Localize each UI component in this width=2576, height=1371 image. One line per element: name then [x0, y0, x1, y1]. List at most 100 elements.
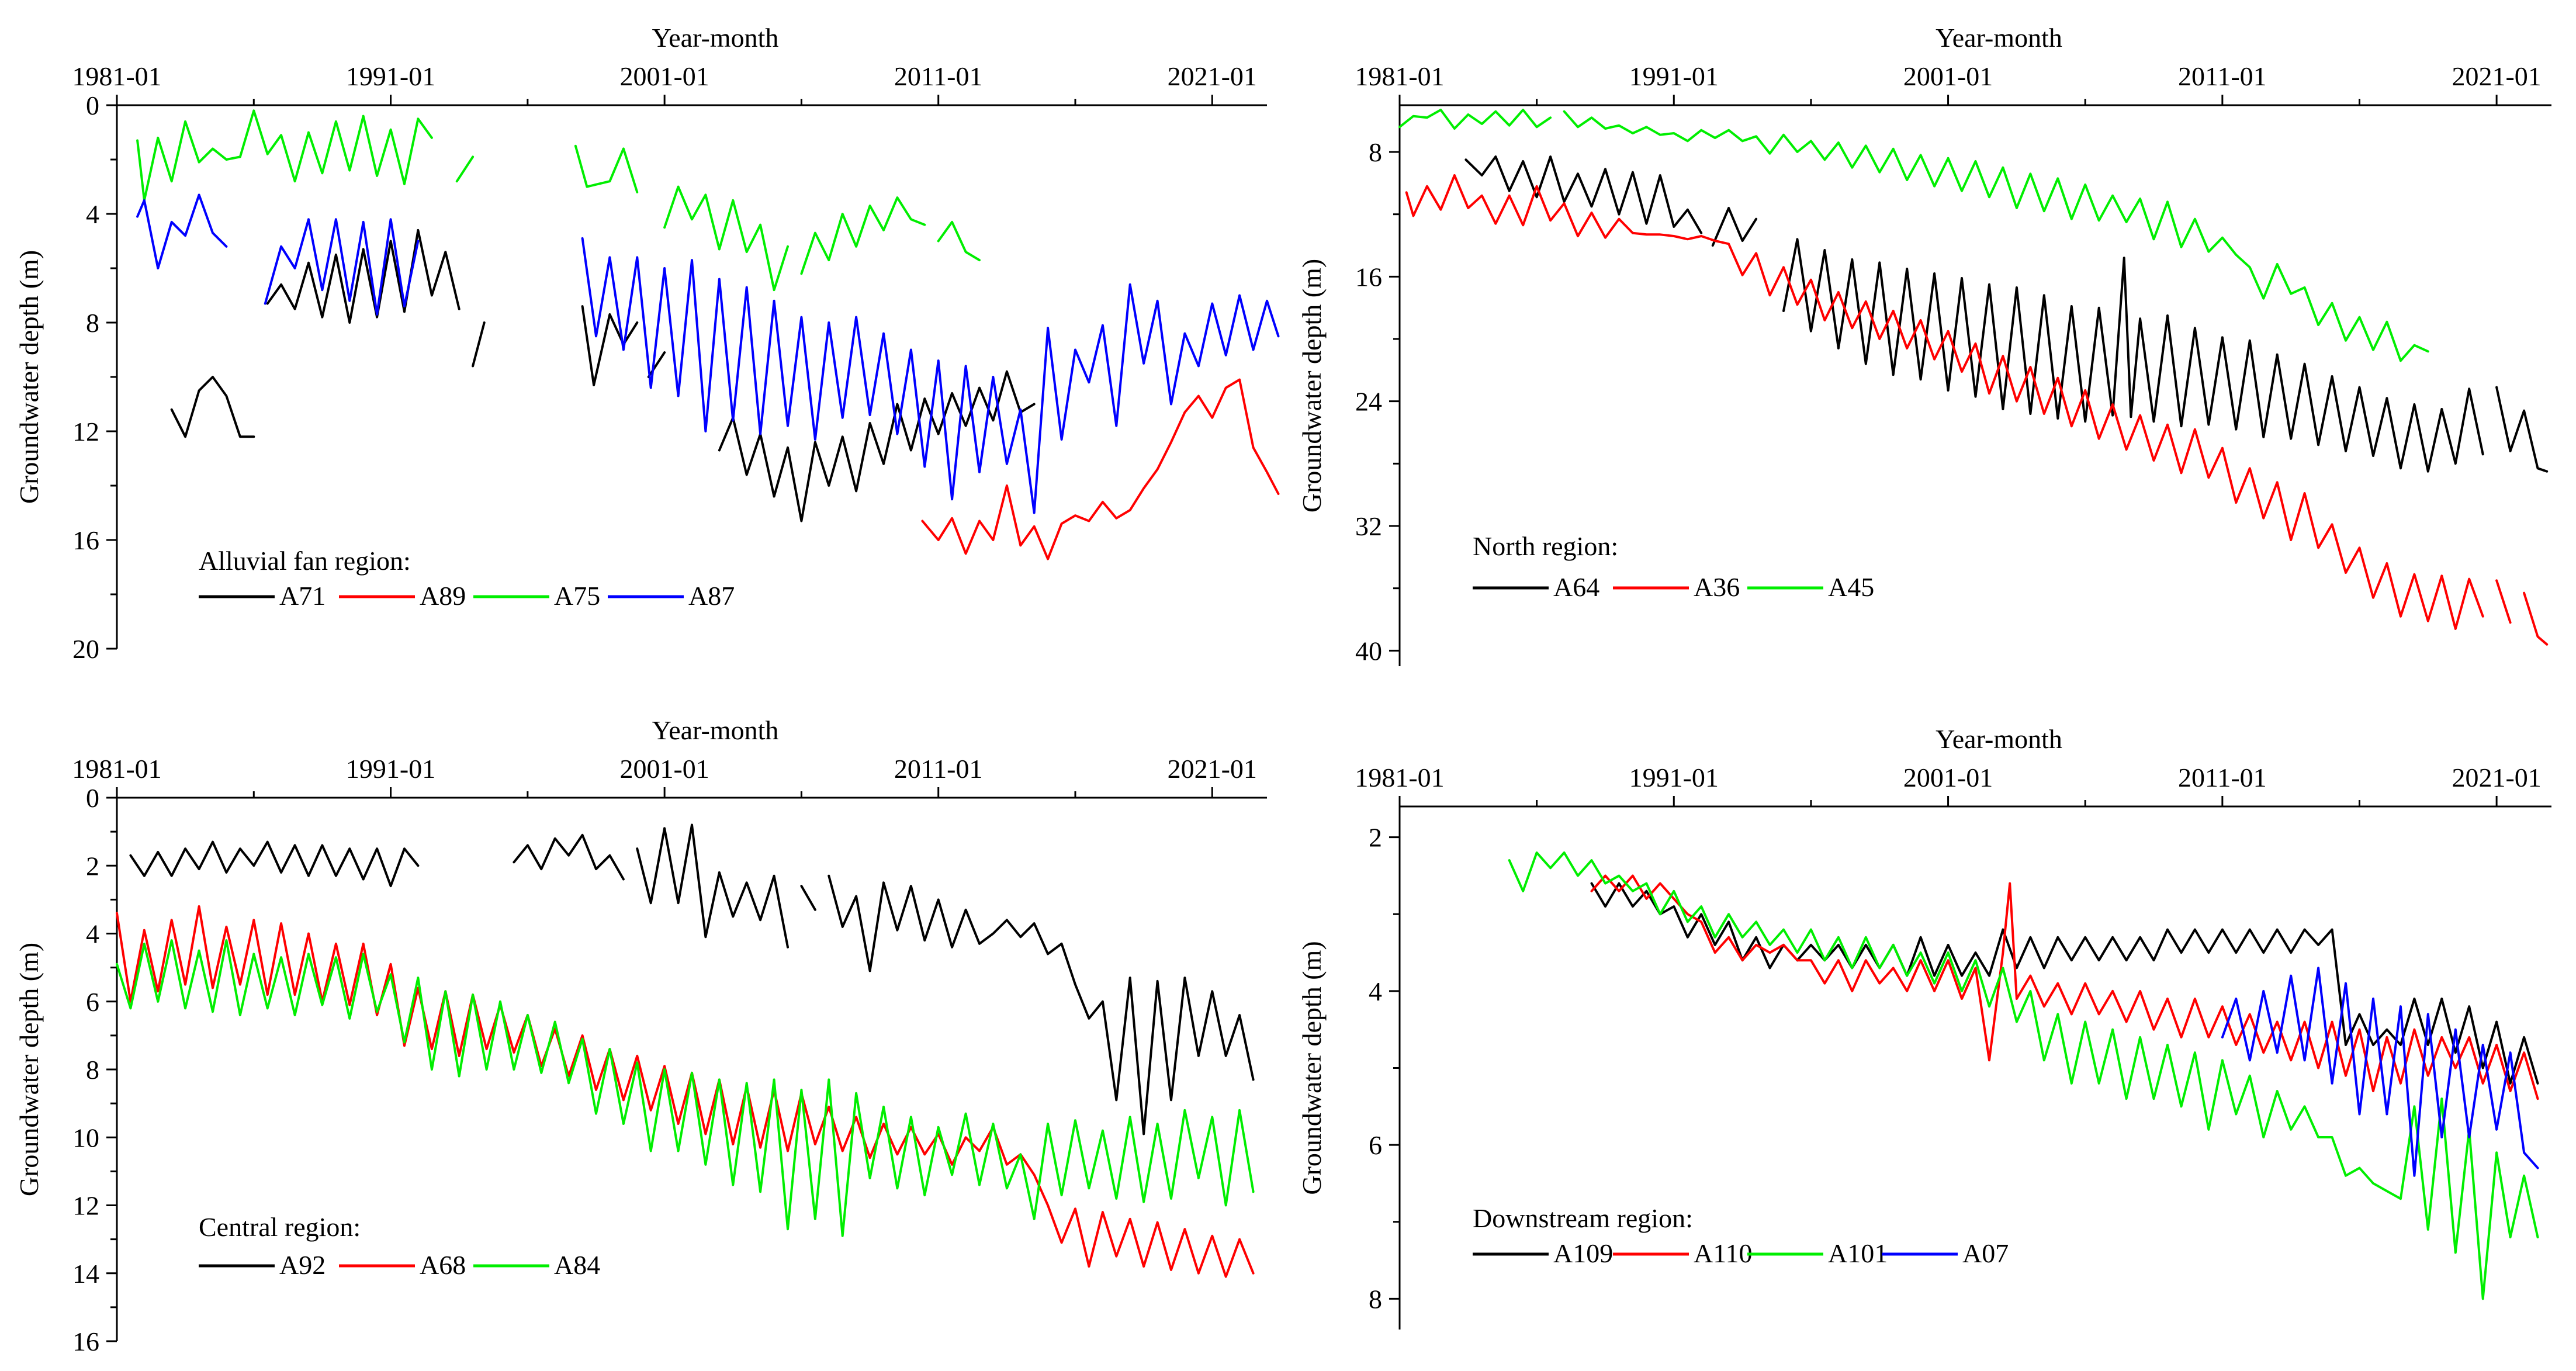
y-tick-label: 8 [1369, 137, 1382, 167]
y-tick-label: 4 [1369, 977, 1382, 1006]
series-line-a101 [1508, 851, 2539, 1300]
legend-label-a101: A101 [1828, 1238, 1888, 1268]
y-tick-label: 2 [1369, 823, 1382, 853]
x-tick-label: 2021-01 [1168, 754, 1257, 784]
series-line-a84 [116, 939, 1255, 1237]
series-line-a71 [266, 228, 461, 324]
series-line-a89 [921, 378, 1280, 560]
series-line-a36 [1405, 174, 2484, 630]
x-axis-title: Year-month [1936, 23, 2062, 53]
y-axis-title: Groundwater depth (m) [1297, 941, 1327, 1195]
x-tick-label: 2011-01 [2178, 763, 2267, 792]
series-line-a71 [170, 376, 255, 438]
series-line-a36 [2523, 591, 2549, 646]
y-axis-title: Groundwater depth (m) [1297, 259, 1327, 513]
x-tick-label: 2001-01 [1903, 763, 1993, 792]
series-line-a71 [718, 370, 1036, 522]
legend-label-a84: A84 [554, 1250, 600, 1280]
x-tick-label: 2011-01 [894, 61, 983, 91]
series-line-a45 [1398, 109, 1552, 130]
series-line-a45 [1563, 110, 2429, 362]
y-tick-label: 16 [1355, 262, 1382, 292]
x-tick-label: 1981-01 [72, 754, 161, 784]
y-tick-label: 6 [86, 987, 99, 1017]
legend-title: North region: [1473, 531, 1618, 561]
y-tick-label: 40 [1355, 636, 1382, 666]
y-tick-label: 6 [1369, 1130, 1382, 1160]
y-tick-label: 8 [1369, 1284, 1382, 1314]
series-a109 [1590, 882, 2539, 1085]
x-axis-title: Year-month [652, 715, 779, 745]
series-a101 [1508, 851, 2539, 1300]
series-line-a87 [581, 237, 1280, 514]
series-a71 [170, 228, 1036, 522]
series-line-a92 [636, 823, 789, 948]
series-line-a64 [1464, 155, 1703, 234]
series-line-a64 [2495, 386, 2549, 473]
y-tick-label: 12 [72, 417, 99, 446]
series-a87 [136, 193, 1280, 514]
x-tick-label: 1981-01 [1355, 61, 1444, 91]
x-tick-label: 1991-01 [1629, 61, 1719, 91]
series-a45 [1398, 109, 2429, 362]
legend-title: Alluvial fan region: [199, 546, 411, 576]
legend-label-a92: A92 [279, 1250, 326, 1280]
y-axis-title: Groundwater depth (m) [14, 250, 44, 504]
x-tick-label: 2021-01 [2452, 763, 2541, 792]
series-line-a75 [574, 144, 639, 193]
x-tick-label: 1991-01 [346, 61, 435, 91]
x-tick-label: 1981-01 [72, 61, 161, 91]
y-axis-title: Groundwater depth (m) [14, 943, 44, 1196]
y-tick-label: 0 [86, 783, 99, 813]
series-line-a64 [1782, 238, 2484, 473]
legend-label-a109: A109 [1553, 1238, 1613, 1268]
legend-label-a89: A89 [420, 581, 466, 611]
series-line-a75 [663, 185, 789, 292]
series-line-a71 [472, 321, 486, 368]
y-tick-label: 4 [86, 199, 99, 229]
x-tick-label: 1981-01 [1355, 763, 1444, 792]
x-tick-label: 2011-01 [894, 754, 983, 784]
legend: North region: A64 A36 A45 [1473, 531, 1874, 602]
y-tick-label: 2 [86, 851, 99, 881]
series-line-a68 [116, 905, 1255, 1278]
series-line-a92 [129, 840, 420, 888]
x-tick-label: 1991-01 [346, 754, 435, 784]
x-axis-title: Year-month [1936, 724, 2062, 754]
legend-title: Central region: [199, 1212, 361, 1242]
y-tick-label: 10 [72, 1123, 99, 1152]
series-line-a71 [647, 351, 666, 378]
legend-label-a71: A71 [279, 581, 326, 611]
legend-label-a87: A87 [688, 581, 735, 611]
series-line-a92 [513, 833, 625, 881]
series-line-a109 [1590, 882, 2539, 1085]
series-line-a110 [1590, 874, 2539, 1100]
series-a84 [116, 939, 1255, 1237]
series-line-a64 [1711, 207, 1758, 247]
y-tick-label: 4 [86, 919, 99, 949]
y-tick-label: 16 [72, 525, 99, 555]
chart-panel-north: Year-month 1981-01 1991-01 2001-01 2011-01 20… [1297, 23, 2551, 666]
y-tick-label: 8 [86, 1055, 99, 1085]
x-tick-label: 1991-01 [1629, 763, 1719, 792]
legend: Central region: A92 A68 A84 [199, 1212, 600, 1280]
series-line-a07 [2221, 967, 2539, 1177]
chart-panel-alluvial-fan: Year-month 1981-01 1991-01 2001-01 2011-01 20… [14, 23, 1280, 664]
legend-label-a110: A110 [1694, 1238, 1753, 1268]
x-tick-label: 2021-01 [1168, 61, 1257, 91]
x-tick-label: 2001-01 [1903, 61, 1993, 91]
y-tick-label: 20 [72, 634, 99, 664]
y-tick-label: 12 [72, 1191, 99, 1221]
series-a64 [1464, 155, 2549, 473]
series-line-a75 [937, 220, 981, 262]
series-a36 [1405, 174, 2549, 646]
series-line-a92 [827, 874, 1255, 1135]
series-line-a75 [800, 196, 926, 275]
x-axis-title: Year-month [652, 23, 779, 53]
y-tick-label: 32 [1355, 511, 1382, 541]
x-tick-label: 2011-01 [2178, 61, 2267, 91]
legend-label-a36: A36 [1694, 572, 1740, 602]
legend-label-a64: A64 [1553, 572, 1599, 602]
series-a89 [921, 378, 1280, 560]
y-tick-label: 14 [72, 1259, 99, 1289]
